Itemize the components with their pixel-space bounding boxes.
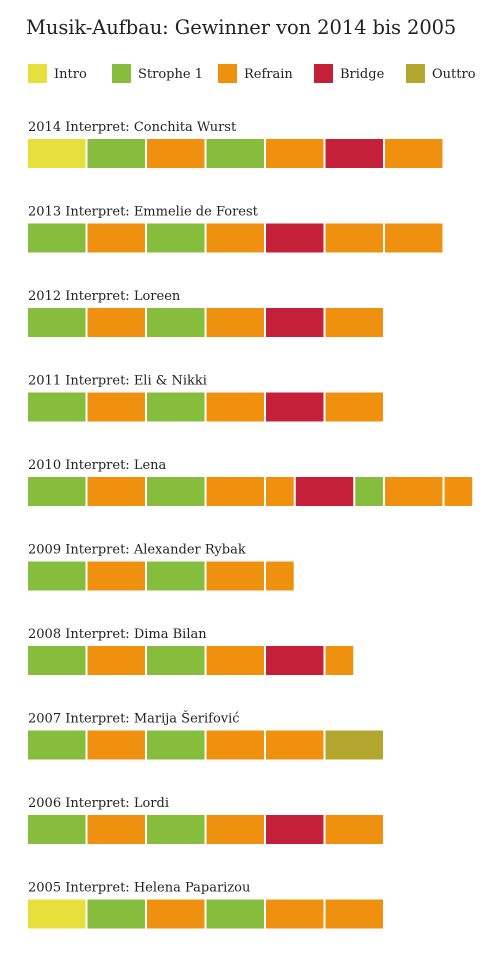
segment-refrain-row8-5 (325, 815, 383, 844)
segment-strophe-row4-6 (355, 477, 383, 506)
segment-bridge-row2-4 (266, 308, 324, 337)
row-label-1: 2013 Interpret: Emmelie de Forest (28, 205, 259, 220)
segment-strophe-row2-0 (28, 308, 86, 337)
segment-bridge-row0-5 (325, 139, 383, 168)
segment-bridge-row8-4 (266, 815, 324, 844)
row-label-8: 2006 Interpret: Lordi (28, 796, 169, 811)
legend-swatch-refrain[interactable] (218, 64, 237, 83)
segment-bridge-row3-4 (266, 392, 324, 422)
segment-bridge-row1-4 (266, 223, 324, 253)
segment-strophe-row4-2 (147, 477, 205, 506)
legend-label-refrain: Refrain (244, 67, 293, 82)
segment-refrain-row4-3 (206, 477, 264, 506)
legend-swatch-outtro[interactable] (406, 64, 425, 83)
segment-strophe-row5-0 (28, 561, 86, 591)
legend-swatch-strophe[interactable] (112, 64, 131, 83)
segment-bridge-row6-4 (266, 646, 324, 675)
chart-title: Musik-Aufbau: Gewinner von 2014 bis 2005 (26, 16, 457, 39)
legend-swatch-intro[interactable] (28, 64, 47, 83)
segment-refrain-row3-1 (87, 392, 145, 422)
segment-refrain-row5-1 (87, 561, 145, 591)
legend-label-strophe: Strophe 1 (138, 67, 203, 82)
segment-refrain-row8-3 (206, 815, 264, 844)
segment-intro-row9-0 (28, 899, 86, 929)
segment-strophe-row9-3 (206, 899, 264, 929)
segment-strophe-row1-2 (147, 223, 205, 253)
segment-strophe-row6-2 (147, 646, 205, 675)
segment-refrain-row9-5 (325, 899, 383, 929)
segment-outtro-row7-5 (325, 730, 383, 760)
segment-refrain-row1-3 (206, 223, 264, 253)
segment-refrain-row0-4 (266, 139, 324, 168)
row-label-0: 2014 Interpret: Conchita Wurst (28, 120, 237, 135)
segment-refrain-row6-1 (87, 646, 145, 675)
segment-strophe-row6-0 (28, 646, 86, 675)
segment-refrain-row0-6 (385, 139, 443, 168)
segment-strophe-row8-2 (147, 815, 205, 844)
segment-refrain-row5-4 (266, 561, 294, 591)
segment-refrain-row2-3 (206, 308, 264, 337)
segment-refrain-row6-5 (325, 646, 354, 675)
row-label-2: 2012 Interpret: Loreen (28, 289, 181, 304)
row-label-6: 2008 Interpret: Dima Bilan (28, 627, 207, 642)
segment-strophe-row2-2 (147, 308, 205, 337)
segment-refrain-row6-3 (206, 646, 264, 675)
segment-strophe-row4-0 (28, 477, 86, 506)
segment-refrain-row4-1 (87, 477, 145, 506)
legend-label-intro: Intro (54, 67, 87, 82)
segment-refrain-row1-1 (87, 223, 145, 253)
segment-refrain-row4-7 (385, 477, 443, 506)
segment-refrain-row7-3 (206, 730, 264, 760)
legend-swatch-bridge[interactable] (314, 64, 333, 83)
segment-refrain-row5-3 (206, 561, 264, 591)
legend-label-outtro: Outtro (432, 67, 476, 82)
row-label-5: 2009 Interpret: Alexander Rybak (28, 543, 246, 558)
segment-strophe-row0-3 (206, 139, 264, 168)
segment-refrain-row9-4 (266, 899, 324, 929)
segment-refrain-row7-1 (87, 730, 145, 760)
legend-label-bridge: Bridge (340, 67, 385, 82)
segment-intro-row0-0 (28, 139, 86, 168)
segment-refrain-row0-2 (147, 139, 205, 168)
row-label-7: 2007 Interpret: Marija Šerifović (28, 710, 240, 727)
segment-refrain-row2-1 (87, 308, 145, 337)
segment-refrain-row2-5 (325, 308, 383, 337)
segment-strophe-row3-2 (147, 392, 205, 422)
segment-strophe-row0-1 (87, 139, 145, 168)
segment-strophe-row1-0 (28, 223, 86, 253)
segment-refrain-row4-4 (266, 477, 294, 506)
segment-refrain-row1-5 (325, 223, 383, 253)
segment-refrain-row3-3 (206, 392, 264, 422)
row-label-4: 2010 Interpret: Lena (28, 458, 167, 473)
segment-bridge-row4-5 (295, 477, 354, 506)
segment-strophe-row5-2 (147, 561, 205, 591)
segment-refrain-row8-1 (87, 815, 145, 844)
segment-refrain-row9-2 (147, 899, 205, 929)
segment-strophe-row7-0 (28, 730, 86, 760)
segment-refrain-row1-6 (385, 223, 443, 253)
row-label-9: 2005 Interpret: Helena Paparizou (28, 881, 250, 896)
segment-strophe-row9-1 (87, 899, 145, 929)
segment-refrain-row4-8 (444, 477, 473, 506)
segment-refrain-row7-4 (266, 730, 324, 760)
row-label-3: 2011 Interpret: Eli & Nikki (28, 374, 207, 389)
segment-strophe-row8-0 (28, 815, 86, 844)
segment-strophe-row7-2 (147, 730, 205, 760)
segment-refrain-row3-5 (325, 392, 383, 422)
segment-strophe-row3-0 (28, 392, 86, 422)
